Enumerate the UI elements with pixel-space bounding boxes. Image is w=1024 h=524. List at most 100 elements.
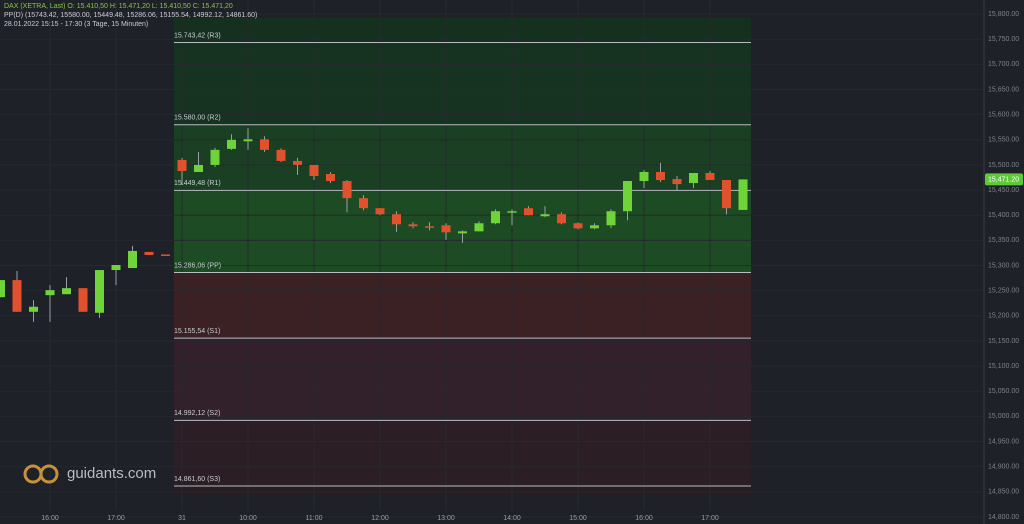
y-tick-label: 15,400.00 (988, 212, 1019, 219)
pivot-label: 14.992,12 (S2) (174, 410, 220, 417)
candle-body (45, 290, 55, 296)
pivot-band (174, 124, 751, 191)
candle-body (639, 171, 649, 182)
candle-body (392, 214, 401, 225)
candle-body (491, 211, 500, 224)
pivot-band (174, 42, 751, 125)
last-price-label: 15,471.20 (988, 176, 1019, 183)
x-tick-label: 15:00 (569, 515, 587, 522)
x-tick-label: 16:00 (41, 515, 59, 522)
pivot-band (174, 420, 751, 486)
candle-body (128, 250, 137, 269)
pivot-label: 15.155,54 (S1) (174, 328, 220, 335)
candle-body (29, 306, 38, 312)
x-tick-label: 16:00 (635, 515, 653, 522)
candle-body (705, 172, 715, 181)
candle-body (623, 181, 632, 212)
candle-body (557, 214, 566, 224)
y-tick-label: 14,800.00 (988, 514, 1019, 521)
candle-body (507, 211, 517, 213)
candle-body (540, 214, 550, 217)
y-tick-label: 15,500.00 (988, 162, 1019, 169)
candle-body (326, 173, 335, 182)
candle-body (194, 164, 203, 172)
candle-body (590, 225, 599, 229)
pivot-band (174, 18, 751, 43)
candle-body (293, 160, 302, 165)
candle-body (573, 223, 583, 229)
candle-body (359, 198, 368, 209)
candle-body (474, 223, 484, 232)
candle-body (656, 171, 665, 181)
y-tick-label: 15,350.00 (988, 237, 1019, 244)
candle-body (210, 149, 220, 165)
candle-body (177, 159, 187, 171)
pivot-label: 15.449,48 (R1) (174, 180, 221, 187)
logo-mark (23, 464, 59, 484)
y-tick-label: 15,300.00 (988, 262, 1019, 269)
candle-body (78, 288, 88, 312)
x-tick-label: 13:00 (437, 515, 455, 522)
header-title: DAX (XETRA, Last) O: 15.410,50 H: 15.471… (4, 3, 233, 10)
x-tick-label: 12:00 (371, 515, 389, 522)
y-tick-label: 14,900.00 (988, 464, 1019, 471)
candle-body (375, 208, 385, 215)
y-tick-label: 15,750.00 (988, 36, 1019, 43)
y-tick-label: 15,800.00 (988, 11, 1019, 18)
y-tick-label: 15,150.00 (988, 338, 1019, 345)
candle-body (62, 288, 71, 295)
candle-body (672, 179, 682, 185)
candle-body (95, 270, 104, 313)
candle-body (738, 179, 748, 210)
candle-body (342, 181, 352, 199)
candle-body (144, 251, 154, 255)
candle-body (0, 280, 5, 298)
pivot-label: 14.861,60 (S3) (174, 476, 220, 483)
y-tick-label: 15,550.00 (988, 137, 1019, 144)
candle-body (458, 231, 467, 234)
y-tick-label: 15,050.00 (988, 388, 1019, 395)
y-tick-label: 15,000.00 (988, 413, 1019, 420)
x-tick-label: 17:00 (107, 515, 125, 522)
candle-body (243, 139, 253, 142)
x-tick-label: 10:00 (239, 515, 257, 522)
candle-body (524, 208, 533, 216)
pivot-band (174, 272, 751, 339)
candle-body (161, 254, 170, 256)
pivot-band (174, 338, 751, 421)
candle-body (111, 265, 121, 271)
logo-text: guidants.com (67, 465, 156, 482)
last-price-box (985, 173, 1023, 186)
candle-body (425, 226, 434, 228)
pivot-band (174, 485, 751, 496)
y-tick-label: 15,700.00 (988, 61, 1019, 68)
candle-body (722, 180, 731, 209)
header-indicator: PP(D) (15743.42, 15580.00, 15449.48, 152… (4, 12, 258, 19)
pivot-label: 15.580,00 (R2) (174, 115, 221, 122)
candle-body (227, 139, 236, 149)
candle-body (689, 172, 698, 184)
y-tick-label: 15,200.00 (988, 313, 1019, 320)
x-tick-label: 14:00 (503, 515, 521, 522)
candle-body (260, 139, 269, 150)
y-tick-label: 15,600.00 (988, 112, 1019, 119)
y-tick-label: 14,850.00 (988, 489, 1019, 496)
y-tick-label: 15,250.00 (988, 288, 1019, 295)
candle-body (441, 225, 451, 233)
y-tick-label: 15,450.00 (988, 187, 1019, 194)
candle-body (408, 224, 418, 227)
candle-body (276, 149, 286, 161)
candle-body (12, 280, 22, 312)
header-info: 28.01.2022 15:15 - 17:30 (3 Tage, 15 Min… (4, 21, 149, 28)
x-tick-label: 11:00 (306, 515, 323, 522)
y-tick-label: 15,100.00 (988, 363, 1019, 370)
y-tick-label: 15,650.00 (988, 86, 1019, 93)
y-tick-label: 14,950.00 (988, 438, 1019, 445)
pivot-label: 15.286,06 (PP) (174, 262, 221, 269)
pivot-label: 15.743,42 (R3) (174, 32, 221, 39)
x-tick-label: 31 (178, 515, 186, 522)
x-tick-label: 17:00 (701, 515, 719, 522)
candle-body (606, 211, 616, 226)
